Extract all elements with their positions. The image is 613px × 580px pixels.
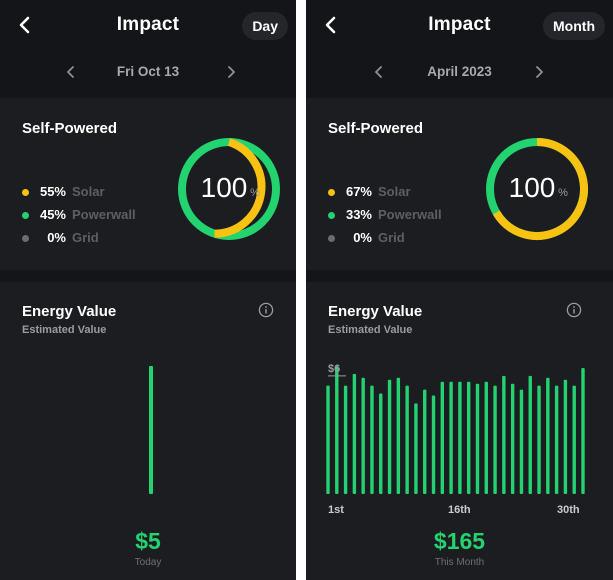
ring-unit: % (250, 187, 260, 199)
bar-day-11th[interactable] (414, 403, 418, 494)
bar-day-30th[interactable] (581, 367, 585, 494)
energy-value-period: This Month (434, 557, 485, 568)
date-label: April 2023 (427, 64, 492, 79)
self-powered-title: Self-Powered (22, 120, 118, 137)
bar-day-5th[interactable] (361, 377, 365, 494)
chevron-right-icon[interactable] (223, 64, 239, 80)
self-powered-card[interactable]: Self-Powered 67% Solar 33% Powerwall 0% … (306, 98, 613, 270)
date-label: Fri Oct 13 (116, 64, 180, 79)
bar-day-17th[interactable] (466, 381, 471, 494)
bar-day-25th[interactable] (537, 385, 541, 494)
solar-dot-icon (328, 189, 335, 196)
grid-percent: 0% (47, 230, 66, 245)
bar-day-2nd[interactable] (335, 365, 339, 494)
bar-day-3rd[interactable] (343, 385, 348, 494)
grid-dot-icon (328, 235, 335, 242)
impact-screen-day: Impact Day Fri Oct 13 Self-Powered 55% S… (0, 0, 296, 580)
bar-day-1st[interactable] (326, 385, 330, 494)
powerwall-percent: 45% (39, 207, 66, 222)
energy-value-card[interactable]: Energy Value Estimated Value $5 Today (0, 282, 296, 580)
period-selector[interactable]: Month (543, 12, 605, 40)
self-powered-card[interactable]: Self-Powered 55% Solar 45% Powerwall 0% … (0, 98, 296, 270)
bar-day-7th[interactable] (379, 393, 383, 494)
bar-day-15th[interactable] (449, 381, 453, 494)
bar-day-10th[interactable] (405, 385, 409, 494)
bar-day-23rd[interactable] (519, 389, 524, 494)
energy-value-amount: $5 (135, 528, 161, 554)
bar-day-21st[interactable] (502, 375, 506, 494)
bar-today[interactable] (149, 366, 153, 494)
info-icon[interactable] (566, 302, 582, 318)
bar-day-14th[interactable] (440, 381, 445, 494)
energy-value-chart: $6 (306, 344, 613, 500)
energy-value-amount: $165 (433, 528, 486, 554)
bar-day-19th[interactable] (484, 381, 488, 494)
x-axis-end-label: 30th (557, 504, 580, 516)
energy-value-chart (0, 344, 296, 500)
page-title: Impact (116, 14, 180, 35)
grid-label: Grid (378, 230, 405, 245)
bar-day-20th[interactable] (493, 385, 497, 494)
solar-dot-icon (22, 189, 29, 196)
grid-label: Grid (72, 230, 99, 245)
solar-label: Solar (72, 184, 105, 199)
self-powered-title: Self-Powered (328, 120, 424, 137)
energy-value-title: Energy Value (328, 303, 423, 320)
impact-screen-month: Impact Month April 2023 Self-Powered 67%… (306, 0, 613, 580)
powerwall-percent: 33% (345, 207, 372, 222)
energy-value-bars: $6 (326, 363, 585, 494)
bar-day-26th[interactable] (546, 377, 550, 494)
bar-day-8th[interactable] (387, 379, 392, 494)
bar-day-12th[interactable] (423, 389, 427, 494)
bar-day-4th[interactable] (352, 373, 357, 494)
solar-percent: 67% (345, 184, 372, 199)
solar-label: Solar (378, 184, 411, 199)
bar-day-27th[interactable] (554, 385, 559, 494)
powerwall-dot-icon (328, 212, 335, 219)
energy-value-subtitle: Estimated Value (22, 324, 107, 336)
header: Impact Day (0, 0, 296, 52)
powerwall-label: Powerwall (72, 207, 136, 222)
chevron-left-icon[interactable] (14, 12, 36, 38)
energy-value-subtitle: Estimated Value (328, 324, 413, 336)
chevron-right-icon[interactable] (531, 64, 547, 80)
page-title: Impact (428, 14, 491, 35)
bar-day-24th[interactable] (528, 375, 532, 494)
chevron-left-icon[interactable] (371, 64, 387, 80)
period-selector[interactable]: Day (242, 12, 288, 40)
powerwall-dot-icon (22, 212, 29, 219)
x-axis-start-label: 1st (328, 504, 344, 516)
energy-value-title: Energy Value (22, 303, 117, 320)
bar-day-18th[interactable] (475, 383, 480, 494)
energy-value-card[interactable]: Energy Value Estimated Value $6 1st 16th… (306, 282, 613, 580)
y-tick-label: $6 (328, 363, 340, 375)
bar-day-13th[interactable] (431, 395, 436, 494)
ring-total: 100 (509, 172, 556, 203)
bar-day-22nd[interactable] (510, 383, 515, 494)
header: Impact Month (306, 0, 613, 52)
chevron-left-icon[interactable] (320, 12, 342, 38)
date-navigator: April 2023 (306, 58, 613, 86)
powerwall-label: Powerwall (378, 207, 442, 222)
x-axis-mid-label: 16th (448, 504, 471, 516)
ring-unit: % (558, 187, 568, 199)
info-icon[interactable] (258, 302, 274, 318)
energy-value-bars (149, 366, 153, 494)
grid-percent: 0% (353, 230, 372, 245)
bar-day-9th[interactable] (396, 377, 401, 494)
grid-dot-icon (22, 235, 29, 242)
date-navigator: Fri Oct 13 (0, 58, 296, 86)
chevron-left-icon[interactable] (63, 64, 79, 80)
energy-value-period: Today (134, 557, 162, 568)
bar-day-16th[interactable] (458, 381, 462, 494)
bar-day-29th[interactable] (572, 385, 576, 494)
ring-total: 100 (201, 172, 248, 203)
self-powered-ring: 100 % (482, 134, 592, 244)
self-powered-ring: 100 % (174, 134, 284, 244)
bar-day-28th[interactable] (563, 379, 568, 494)
solar-percent: 55% (39, 184, 66, 199)
bar-day-6th[interactable] (370, 385, 374, 494)
